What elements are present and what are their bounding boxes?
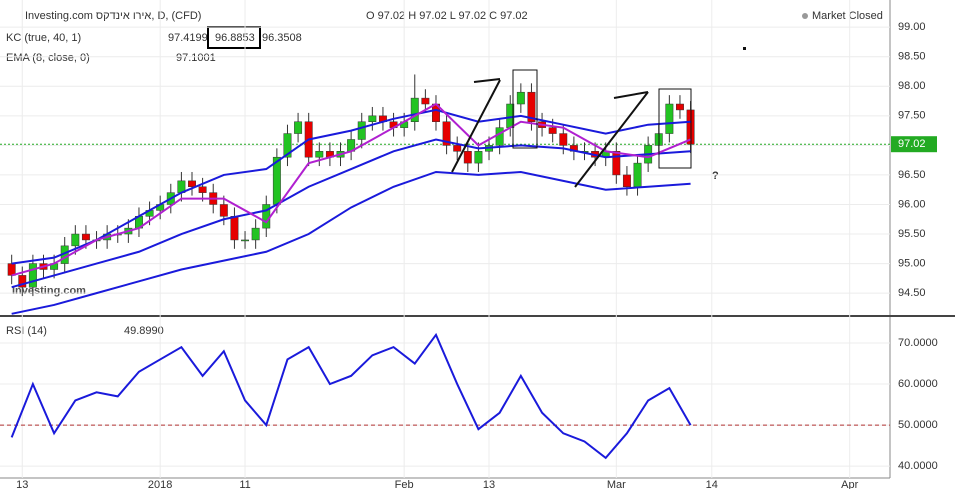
box — [658, 88, 692, 169]
candle-body — [294, 121, 303, 134]
candle-body — [474, 151, 483, 164]
candle-body — [495, 127, 504, 146]
candle-body — [315, 151, 324, 158]
indicator-value: 97.1001 — [176, 52, 216, 64]
candle-body — [665, 103, 674, 134]
y-tick-label: 99.00 — [898, 21, 926, 33]
status: Market Closed — [812, 10, 883, 22]
y-tick-label: 98.00 — [898, 80, 926, 92]
y-tick-label: 98.50 — [898, 51, 926, 63]
chart-title: Investing.com אירו אינדקס, D, (CFD) — [25, 10, 201, 22]
y-tick-label: 94.50 — [898, 287, 926, 299]
candle-body — [357, 121, 366, 140]
candle-body — [198, 186, 207, 193]
candle-body — [18, 275, 27, 288]
drawings — [451, 47, 746, 188]
price-tag-label: 97.02 — [898, 138, 926, 150]
indicator-line — [11, 108, 691, 265]
indicator-name: KC (true, 40, 1) — [6, 32, 81, 44]
candle-body — [28, 263, 37, 288]
x-tick-label: 11 — [239, 479, 250, 489]
indicator-name: RSI (14) — [6, 325, 47, 337]
candle-body — [283, 133, 292, 158]
candle-body — [442, 121, 451, 146]
x-tick-label: Mar — [607, 479, 626, 489]
rsi-line — [10, 332, 692, 460]
candle-body — [676, 103, 684, 111]
x-tick-label: 13 — [16, 479, 28, 489]
candle-body — [612, 151, 621, 176]
candle-body — [410, 97, 419, 122]
candle-body — [230, 216, 239, 241]
y-tick-label: 95.50 — [898, 228, 926, 240]
candle-body — [7, 263, 16, 276]
candle-body — [516, 91, 525, 105]
candle-body — [81, 233, 90, 241]
candle-body — [219, 204, 228, 217]
y-tick-label: 40.0000 — [898, 460, 938, 472]
y-tick-label: 60.0000 — [898, 378, 938, 390]
arrow-head — [473, 78, 501, 83]
indicator-value: 96.3508 — [262, 32, 302, 44]
status-dot — [802, 13, 808, 19]
arrow — [451, 79, 501, 173]
candle-body — [421, 97, 430, 105]
price-tag — [891, 136, 937, 153]
arrow-head — [613, 91, 649, 99]
dot — [743, 47, 746, 50]
y-tick-label: 95.00 — [898, 257, 926, 269]
watermark: Investing.com — [12, 285, 86, 297]
indicator-value: 96.8853 — [215, 32, 255, 44]
x-tick-label: 2018 — [148, 479, 172, 489]
y-tick-label: 96.50 — [898, 169, 926, 181]
indicator-line — [11, 138, 691, 289]
arrow — [574, 91, 649, 188]
candle-body — [633, 162, 642, 188]
indicator-value: 97.4199 — [168, 32, 208, 44]
candle-body — [527, 91, 536, 122]
x-tick-label: 14 — [706, 479, 718, 489]
candle-body — [453, 145, 462, 152]
x-tick-label: 13 — [483, 479, 495, 489]
y-tick-label: 50.0000 — [898, 419, 938, 431]
candle-body — [559, 133, 568, 146]
indicator-line — [11, 102, 691, 277]
annotation: ? — [712, 170, 719, 182]
candle-body — [548, 127, 557, 134]
candle-body — [368, 115, 377, 122]
indicator-name: EMA (8, close, 0) — [6, 52, 90, 64]
x-tick-label: Apr — [841, 479, 858, 489]
ohlc: O 97.02 H 97.02 L 97.02 C 97.02 — [366, 10, 528, 22]
candle-body — [463, 151, 472, 164]
y-tick-label: 70.0000 — [898, 337, 938, 349]
candle-body — [241, 239, 250, 242]
y-tick-label: 96.00 — [898, 198, 926, 210]
candle-body — [71, 233, 80, 247]
candle-body — [251, 227, 260, 241]
indicator-value: 49.8990 — [124, 325, 164, 337]
candle-body — [622, 174, 631, 188]
x-tick-label: Feb — [395, 479, 414, 489]
box — [512, 69, 538, 149]
y-tick-label: 97.50 — [898, 110, 926, 122]
candle-body — [188, 180, 196, 188]
